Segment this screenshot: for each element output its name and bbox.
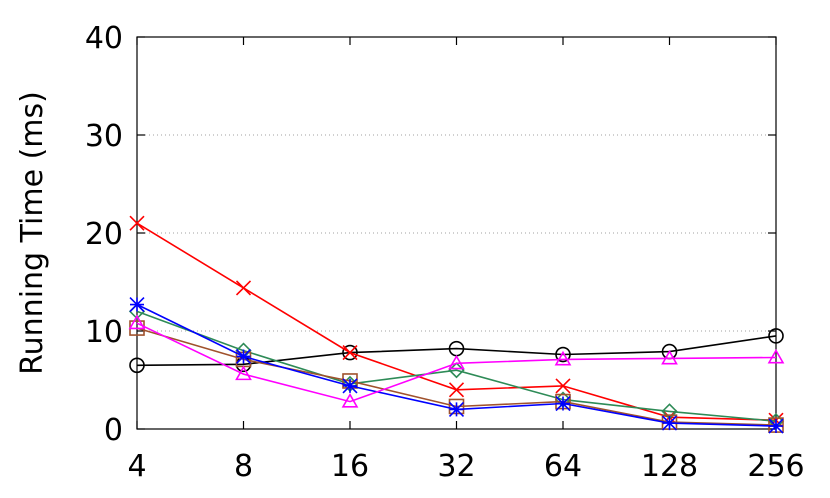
series-triangle (128, 314, 785, 408)
triangle-marker (448, 354, 465, 370)
x-tick-label: 32 (437, 449, 475, 484)
y-tick-label: 10 (85, 315, 123, 350)
triangle-marker (554, 350, 572, 366)
data-series (128, 215, 785, 434)
x-marker (448, 382, 465, 398)
x-marker (555, 378, 571, 394)
series-line (136, 322, 777, 403)
circle-marker (768, 328, 784, 344)
triangle-marker (235, 365, 252, 381)
star-marker (661, 415, 678, 431)
star-marker (768, 418, 784, 434)
x-tick-label: 16 (331, 449, 369, 484)
x-marker (235, 280, 252, 296)
x-tick-label: 256 (747, 449, 804, 484)
grid-lines (137, 134, 776, 332)
x-tick-label: 64 (544, 449, 582, 484)
star-marker (235, 348, 252, 365)
star-marker (342, 378, 358, 394)
series-star (129, 296, 784, 434)
x-marker (342, 344, 358, 361)
x-marker (129, 215, 145, 231)
circle-marker (129, 357, 145, 374)
series-x (129, 215, 784, 428)
triangle-marker (341, 392, 359, 408)
y-tick-label: 20 (85, 217, 123, 252)
x-tick-label: 4 (127, 449, 146, 484)
triangle-marker (767, 348, 785, 364)
y-tick-label: 0 (104, 413, 123, 448)
star-marker (448, 401, 465, 417)
triangle-marker (661, 349, 678, 365)
y-axis-title: Running Time (ms) (15, 91, 50, 375)
x-tick-label: 128 (641, 449, 698, 484)
triangle-marker (128, 314, 146, 330)
circle-marker (342, 344, 358, 361)
circle-marker (555, 346, 571, 363)
star-marker (129, 296, 145, 313)
star-marker (555, 395, 571, 412)
y-tick-label: 30 (85, 119, 123, 154)
x-tick-label: 8 (234, 449, 253, 484)
axis-ticks: 0 10 20 30 40 4 8 16 32 64 128 256 (85, 21, 805, 484)
y-tick-label: 40 (85, 21, 123, 56)
